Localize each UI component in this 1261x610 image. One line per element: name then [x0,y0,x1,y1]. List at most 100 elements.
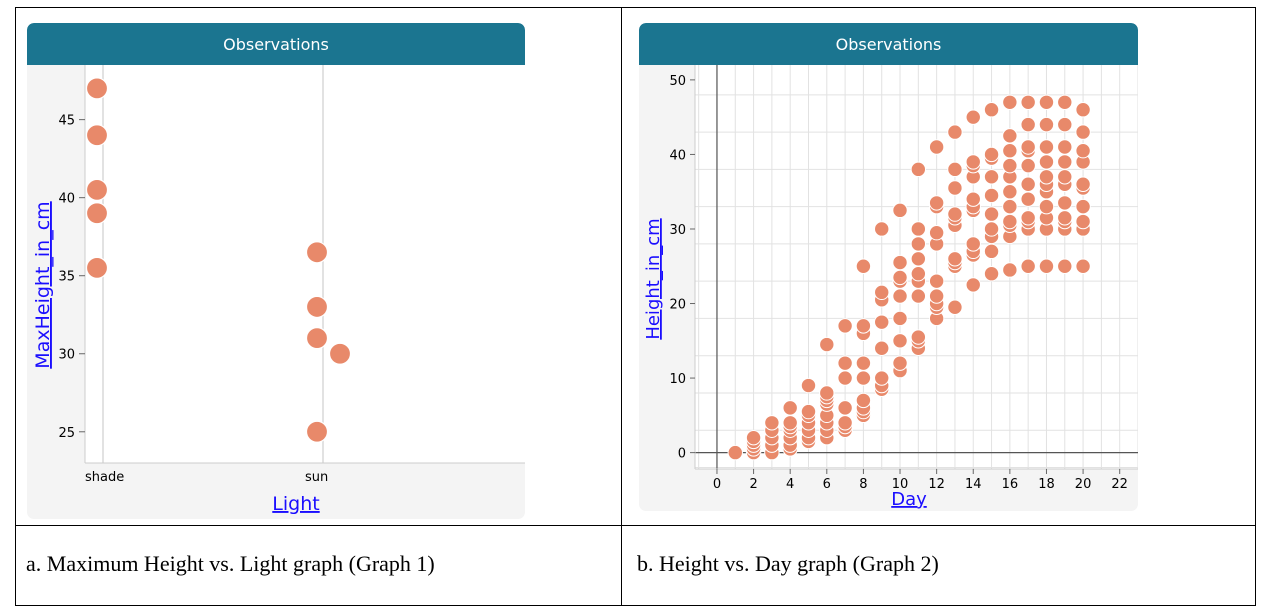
data-point [85,256,109,280]
data-point [85,124,109,147]
data-point [85,77,109,100]
data-point [1057,154,1073,170]
y-axis-label: MaxHeight_in_cm [32,201,54,368]
x-tick-label: 22 [1111,477,1128,492]
data-point [837,370,853,386]
data-point [1002,143,1018,159]
data-point [983,146,1000,163]
data-point [1038,94,1055,110]
data-point [1057,116,1073,133]
data-point [965,109,981,125]
table-border-middle [15,525,1256,526]
data-point [947,180,963,196]
x-tick-label: 18 [1038,477,1055,492]
y-tick-label: 40 [669,148,686,163]
x-tick-label: 4 [786,477,794,492]
table-border-left [15,7,16,606]
data-point [855,392,872,409]
data-point [837,415,853,431]
data-point [1020,139,1036,155]
data-point [965,191,981,207]
data-point [855,355,872,371]
panel-title: Observations [835,34,942,54]
data-point [910,221,927,237]
table-border-top [15,7,1256,8]
data-point [305,241,329,264]
y-tick-label: 20 [669,298,686,313]
data-point [782,415,798,431]
data-point [745,429,762,446]
data-point [947,161,963,178]
data-point [305,327,329,350]
data-point [1038,258,1055,274]
data-point [837,318,853,334]
data-point [1002,94,1018,110]
data-point [983,266,1000,282]
chart-maxheight-vs-light[interactable]: 25 30 35 40 45 shade sun Light MaxHeight_in_cm [27,65,525,519]
y-tick-label: 40 [58,192,75,207]
data-point [782,400,798,416]
y-axis-label: Height_in_cm [643,218,664,339]
data-point [928,225,945,241]
y-tick-label: 30 [669,223,686,238]
data-point [947,124,963,140]
data-point [1038,198,1055,215]
data-point [1020,258,1036,274]
data-point [983,169,1000,185]
data-point [1020,176,1036,192]
data-point [947,206,963,222]
data-point [1020,116,1036,133]
data-point [1038,116,1055,133]
data-point [892,288,908,304]
comparison-table: Observations 25 30 35 40 45 shade sun Light MaxH… [15,7,1256,606]
data-point [1020,157,1036,174]
x-tick-label: 10 [892,477,909,492]
data-point [910,288,927,304]
data-point [983,221,1000,237]
data-point [85,202,109,225]
data-point [874,370,890,386]
data-point [892,202,908,219]
data-point [1002,198,1018,215]
data-point [892,310,908,327]
caption-graph-2: b. Height vs. Day graph (Graph 2) [637,551,939,576]
x-tick-label: 14 [965,477,982,492]
data-point [892,355,908,371]
data-point [910,251,927,267]
data-point [1002,157,1018,174]
data-point [928,139,945,155]
table-border-right [1255,7,1256,606]
data-point [1057,258,1073,274]
data-point [1002,184,1018,200]
y-tick-label: 0 [678,447,686,462]
data-point [305,295,329,319]
panel-header: Observations [639,23,1138,65]
data-point [727,444,743,461]
data-point [874,314,890,330]
data-point [1020,191,1036,207]
data-point [1057,169,1073,185]
data-point [910,236,927,252]
data-point [947,299,963,315]
data-point [328,342,352,365]
table-border-bottom [15,605,1256,606]
data-point [892,254,908,271]
x-tick-label: 6 [823,477,831,492]
data-point [983,206,1000,222]
data-point [983,187,1000,204]
x-tick-label: 16 [1002,477,1019,492]
data-point [764,415,780,431]
y-tick-label: 45 [58,114,75,129]
data-point [1038,169,1055,185]
data-point [800,377,817,394]
data-point [1057,195,1073,211]
chart-height-vs-day[interactable]: 0 10 20 30 40 50 0 2 4 6 8 10 12 14 16 18 20 22 Day Height_… [639,65,1138,511]
panel-header: Observations [27,23,525,65]
data-point [855,258,872,274]
y-tick-label: 10 [669,372,686,387]
data-point [1057,139,1073,155]
data-point [837,355,853,371]
data-point [1038,139,1055,155]
x-axis-label: Day [891,489,927,510]
x-tick-label: 20 [1075,477,1092,492]
